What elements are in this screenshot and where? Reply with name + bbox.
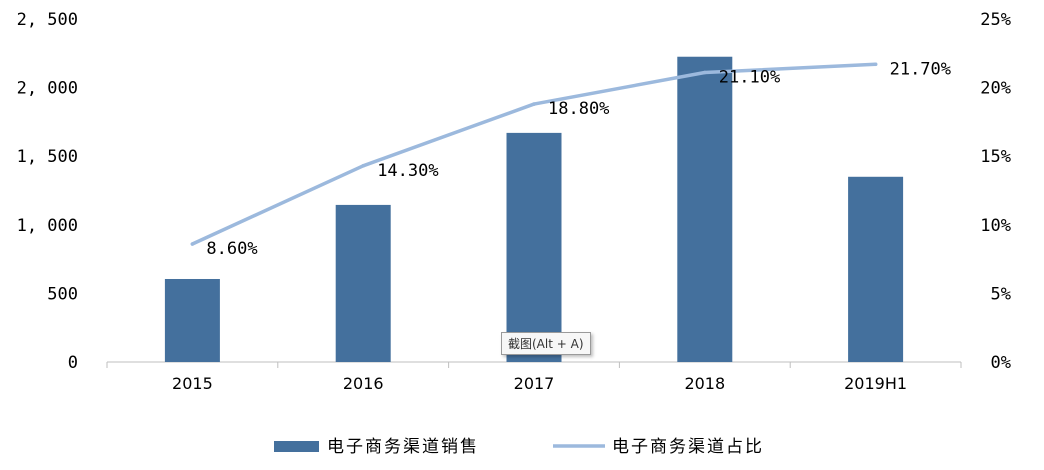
y-right-tick-label: 25% xyxy=(980,10,1011,30)
bar xyxy=(677,56,733,362)
y-right-tick-label: 10% xyxy=(980,216,1011,236)
bar xyxy=(335,204,391,362)
y-left-tick-label: 1, 000 xyxy=(17,216,78,236)
y-left-tick-label: 2, 500 xyxy=(17,10,78,30)
legend-line-label: 电子商务渠道占比 xyxy=(612,437,764,457)
y-right-tick-label: 5% xyxy=(991,284,1011,304)
legend: 电子商务渠道销售 电子商务渠道占比 xyxy=(274,437,764,457)
line-point xyxy=(703,70,707,75)
x-tick-label: 2017 xyxy=(514,374,555,393)
x-tick-label: 2016 xyxy=(343,374,384,393)
line-data-label: 8.60% xyxy=(206,239,257,259)
bar-series xyxy=(164,56,904,362)
line-point xyxy=(873,62,878,67)
line-point xyxy=(532,102,536,106)
y-axis-right-ticks: 0% 5% 10% 15% 20% 25% xyxy=(980,10,1011,373)
x-tick-label: 2019H1 xyxy=(844,374,907,393)
x-tick-label: 2018 xyxy=(684,374,725,393)
bar xyxy=(164,278,220,362)
line-data-label: 21.70% xyxy=(890,59,951,79)
y-axis-left-ticks: 0 500 1, 000 1, 500 2, 000 2, 500 xyxy=(17,10,78,373)
y-left-tick-label: 500 xyxy=(47,284,78,304)
legend-bar-swatch xyxy=(274,441,319,452)
y-left-tick-label: 1, 500 xyxy=(17,147,78,167)
legend-bar-label: 电子商务渠道销售 xyxy=(327,437,479,457)
line-data-label: 14.30% xyxy=(377,161,438,181)
y-right-tick-label: 0% xyxy=(991,353,1011,373)
line-data-label: 18.80% xyxy=(548,99,609,119)
data-labels: 8.60% 14.30% 18.80% 21.10% 21.70% xyxy=(206,59,951,259)
line-data-label: 21.10% xyxy=(719,68,780,88)
y-left-tick-label: 2, 000 xyxy=(17,79,78,99)
line-point xyxy=(190,242,195,246)
y-right-tick-label: 20% xyxy=(980,79,1011,99)
line-series xyxy=(190,62,878,246)
bar xyxy=(848,176,904,362)
line-point xyxy=(361,164,366,168)
y-left-tick-label: 0 xyxy=(68,353,78,373)
screenshot-tooltip: 截图(Alt + A) xyxy=(501,332,591,355)
x-axis: 2015 2016 2017 2018 2019H1 xyxy=(106,361,962,393)
bar xyxy=(506,132,562,362)
y-right-tick-label: 15% xyxy=(980,147,1011,167)
x-tick-label: 2015 xyxy=(172,374,213,393)
